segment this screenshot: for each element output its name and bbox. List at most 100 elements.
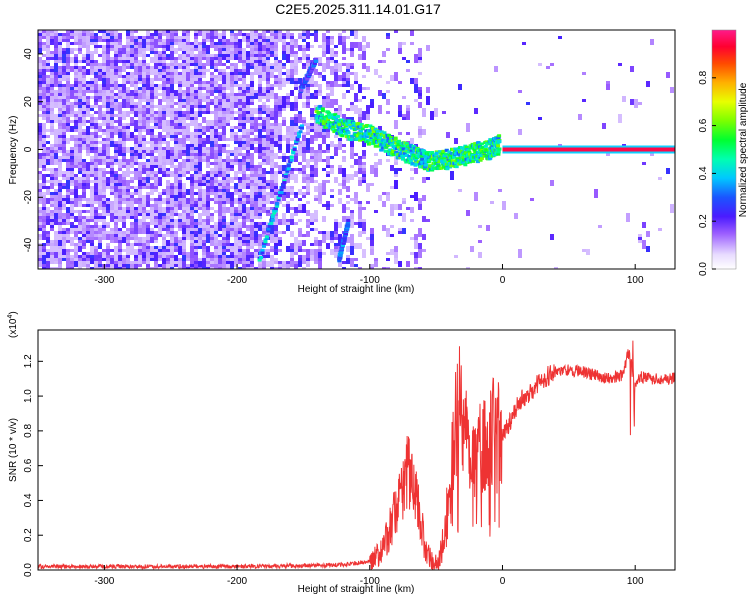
ridge-cell <box>371 126 376 130</box>
heatmap-cell <box>150 213 154 219</box>
heatmap-cell <box>218 153 222 156</box>
heatmap-cell <box>258 216 262 219</box>
heatmap-cell <box>342 186 346 189</box>
heatmap-cell <box>414 54 418 57</box>
heatmap-cell <box>38 72 42 75</box>
heatmap-cell <box>50 57 54 60</box>
heatmap-cell <box>242 231 246 234</box>
heatmap-cell <box>362 165 366 168</box>
heatmap-cell <box>146 252 150 258</box>
heatmap-cell <box>166 189 170 192</box>
heatmap-cell <box>302 255 306 261</box>
heatmap-cell <box>130 30 134 33</box>
heatmap-cell <box>274 252 278 255</box>
heatmap-cell <box>202 243 206 246</box>
heatmap-cell <box>298 198 302 201</box>
heatmap-cell <box>130 111 134 114</box>
heatmap-cell <box>210 252 214 255</box>
heatmap-cell <box>198 57 202 60</box>
ridge-cell <box>363 132 368 136</box>
heatmap-cell <box>322 183 326 192</box>
heatmap-cell <box>218 75 222 81</box>
heatmap-cell <box>266 30 270 33</box>
heatmap-cell <box>134 129 138 132</box>
heatmap-cell <box>126 114 130 117</box>
heatmap-cell <box>238 117 242 120</box>
heatmap-cell <box>226 264 230 269</box>
heatmap-cell <box>198 72 202 75</box>
heatmap-cell <box>314 96 318 99</box>
heatmap-cell <box>306 264 310 267</box>
heatmap-cell <box>278 150 282 153</box>
heatmap-cell <box>322 159 326 162</box>
heatmap-cell <box>414 240 418 249</box>
heatmap-cell <box>114 210 118 213</box>
heatmap-cell <box>46 117 50 123</box>
heatmap-cell <box>262 261 266 267</box>
ridge-cell <box>451 159 456 163</box>
heatmap-cell <box>46 66 50 69</box>
heatmap-cell <box>658 228 662 231</box>
ridge-cell <box>367 129 372 133</box>
heatmap-cell <box>170 159 174 168</box>
heatmap-cell <box>414 234 418 240</box>
heatmap-cell <box>190 45 194 48</box>
heatmap-cell <box>54 84 58 87</box>
heatmap-cell <box>178 261 182 267</box>
heatmap-cell <box>398 168 402 171</box>
heatmap-cell <box>142 198 146 204</box>
heatmap-cell <box>250 237 254 240</box>
heatmap-cell <box>130 72 134 75</box>
heatmap-cell <box>174 177 178 186</box>
heatmap-cell <box>266 108 270 114</box>
heatmap-cell <box>302 105 306 108</box>
heatmap-cell <box>42 33 46 36</box>
heatmap-cell <box>406 111 410 120</box>
heatmap-cell <box>138 171 142 177</box>
heatmap-cell <box>170 108 174 111</box>
heatmap-cell <box>398 228 402 231</box>
ridge-cell <box>358 138 363 142</box>
heatmap-cell <box>162 150 166 153</box>
heatmap-cell <box>254 222 258 228</box>
heatmap-cell <box>362 249 366 258</box>
heatmap-cell <box>214 165 218 171</box>
heatmap-cell <box>422 249 426 252</box>
heatmap-cell <box>214 138 218 141</box>
heatmap-cell <box>282 66 286 69</box>
heatmap-cell <box>274 63 278 66</box>
heatmap-cell <box>66 267 70 269</box>
heatmap-cell <box>82 144 86 150</box>
heatmap-cell <box>410 168 414 171</box>
heatmap-cell <box>346 237 350 243</box>
heatmap-cell <box>346 201 350 204</box>
heatmap-cell <box>302 36 306 39</box>
heatmap-cell <box>222 120 226 129</box>
heatmap-cell <box>238 123 242 126</box>
heatmap-cell <box>142 237 146 243</box>
heatmap-cell <box>222 63 226 66</box>
heatmap-cell <box>154 54 158 60</box>
heatmap-cell <box>418 48 422 57</box>
heatmap-cell <box>134 171 138 174</box>
heatmap-cell <box>102 222 106 225</box>
heatmap-cell <box>326 81 330 84</box>
heatmap-cell <box>390 75 394 81</box>
heatmap-cell <box>118 105 122 114</box>
heatmap-cell <box>306 201 310 204</box>
heatmap-cell <box>266 261 270 264</box>
heatmap-cell <box>210 57 214 60</box>
heatmap-cell <box>142 39 146 45</box>
ridge-cell <box>337 123 342 127</box>
heatmap-cell <box>42 75 46 81</box>
heatmap-cell <box>318 45 322 48</box>
heatmap-cell <box>118 198 122 201</box>
heatmap-cell <box>42 69 46 75</box>
heatmap-cell <box>42 156 46 159</box>
heatmap-cell <box>150 246 154 252</box>
heatmap-cell <box>222 30 226 36</box>
heatmap-cell <box>54 105 58 108</box>
heatmap-cell <box>294 69 298 72</box>
heatmap-cell <box>158 45 162 48</box>
heatmap-cell <box>38 222 42 225</box>
